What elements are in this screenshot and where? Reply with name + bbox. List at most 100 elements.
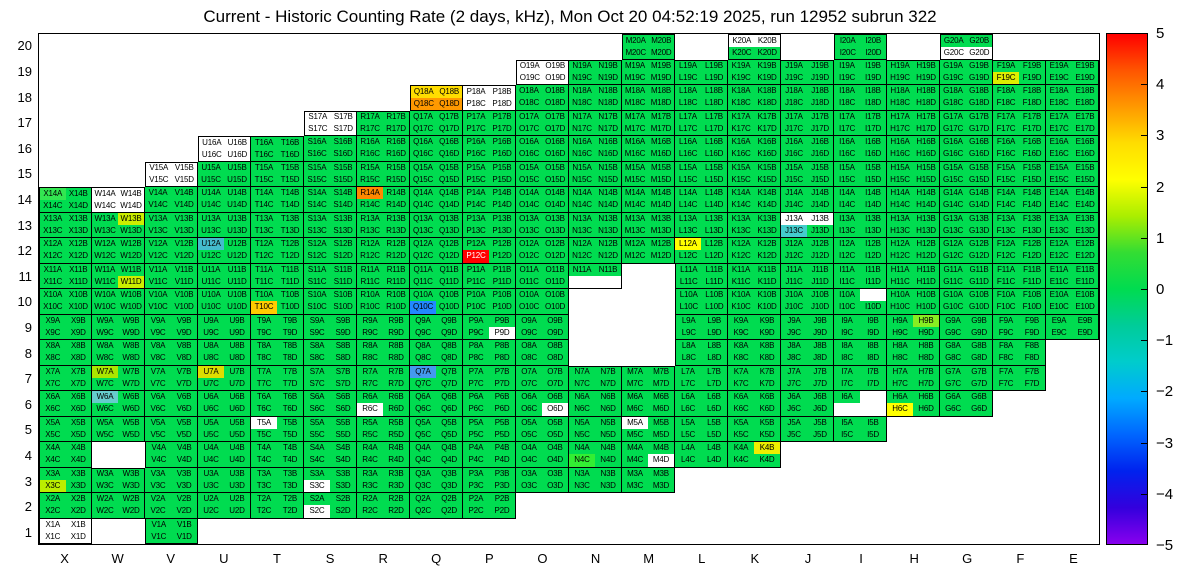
channel-T3D: T3D bbox=[277, 479, 303, 492]
detector-cell-X9: X9A X9B X9C X9D bbox=[39, 314, 92, 340]
channel-N5B: N5B bbox=[595, 416, 621, 429]
channel-L5C: L5C bbox=[675, 428, 701, 441]
channel-F18D: F18D bbox=[1019, 97, 1045, 110]
detector-cell-S20 bbox=[304, 34, 357, 60]
detector-cell-W17 bbox=[92, 110, 145, 136]
channel-V9B: V9B bbox=[171, 314, 197, 327]
detector-cell-W14: W14A W14B W14C W14D bbox=[92, 187, 145, 213]
channel-O3B: O3B bbox=[542, 467, 568, 480]
channel-X11C: X11C bbox=[40, 275, 66, 288]
channel-S5A: S5A bbox=[304, 416, 330, 429]
channel-K12D: K12D bbox=[754, 250, 780, 263]
detector-cell-E9: E9A E9B E9C E9D bbox=[1046, 314, 1099, 340]
channel-Q14C: Q14C bbox=[410, 199, 436, 212]
detector-cell-L6: L6A L6B L6C L6D bbox=[675, 391, 728, 417]
channel-L14C: L14C bbox=[675, 199, 701, 212]
channel-W2C: W2C bbox=[92, 505, 118, 518]
detector-cell-L2 bbox=[675, 493, 728, 519]
detector-cell-J9: J9A J9B J9C J9D bbox=[781, 314, 834, 340]
channel-H18D: H18D bbox=[913, 97, 939, 110]
channel-I13D: I13D bbox=[860, 224, 886, 237]
channel-R5A: R5A bbox=[357, 416, 383, 429]
detector-cell-W20 bbox=[92, 34, 145, 60]
colorbar-tickmark bbox=[1141, 33, 1148, 34]
detector-cell-M17: M17A M17B M17C M17D bbox=[622, 110, 675, 136]
y-axis-label-9: 9 bbox=[24, 319, 32, 335]
channel-R4B: R4B bbox=[383, 442, 409, 455]
channel-P8A: P8A bbox=[463, 340, 489, 353]
channel-J15A: J15A bbox=[781, 161, 807, 174]
detector-cell-H9: H9A H9B H9C H9D bbox=[887, 314, 940, 340]
channel-G18C: G18C bbox=[940, 97, 966, 110]
detector-cell-R19 bbox=[357, 59, 410, 85]
channel-W3D: W3D bbox=[118, 480, 144, 492]
detector-cell-T8: T8A T8B T8C T8D bbox=[251, 340, 304, 366]
channel-I9A: I9A bbox=[834, 314, 860, 327]
channel-T6C: T6C bbox=[251, 403, 277, 416]
channel-W2D: W2D bbox=[118, 505, 144, 518]
channel-R11C: R11C bbox=[357, 275, 383, 288]
detector-cell-V1: V1A V1B V1C V1D bbox=[145, 518, 198, 544]
channel-P12A: P12A bbox=[463, 238, 489, 251]
channel-V11B: V11B bbox=[171, 263, 197, 276]
channel-J8D: J8D bbox=[807, 352, 833, 365]
channel-S6B: S6B bbox=[330, 391, 356, 404]
channel-F14D: F14D bbox=[1019, 199, 1045, 212]
detector-cell-I16: I16A I16B I16C I16D bbox=[834, 136, 887, 162]
channel-G9A: G9A bbox=[940, 314, 966, 327]
channel-O17D: O17D bbox=[542, 122, 568, 135]
detector-cell-O1 bbox=[516, 518, 569, 544]
detector-cell-N1 bbox=[569, 518, 622, 544]
detector-cell-L1 bbox=[675, 518, 728, 544]
channel-Q8D: Q8D bbox=[436, 352, 462, 365]
channel-W13C: W13C bbox=[92, 224, 118, 237]
detector-cell-T4: T4A T4B T4C T4D bbox=[251, 442, 304, 468]
channel-G19A: G19A bbox=[940, 59, 966, 72]
channel-U7B: U7B bbox=[224, 365, 250, 378]
detector-cell-F16: F16A F16B F16C F16D bbox=[993, 136, 1046, 162]
detector-cell-L3 bbox=[675, 467, 728, 493]
channel-X2C: X2C bbox=[40, 505, 66, 518]
channel-U2D: U2D bbox=[224, 505, 250, 518]
detector-cell-G4 bbox=[940, 442, 993, 468]
detector-cell-E20 bbox=[1046, 34, 1099, 60]
channel-S10D: S10D bbox=[330, 301, 356, 314]
channel-P6C: P6C bbox=[463, 403, 489, 416]
detector-cell-X3: X3A X3B X3C X3D bbox=[39, 467, 92, 493]
detector-cell-U3: U3A U3B U3C U3D bbox=[198, 467, 251, 493]
channel-G17C: G17C bbox=[940, 122, 966, 135]
detector-cell-I1 bbox=[834, 518, 887, 544]
detector-cell-J17: J17A J17B J17C J17D bbox=[781, 110, 834, 136]
channel-F12D: F12D bbox=[1019, 250, 1045, 263]
detector-cell-F3 bbox=[993, 467, 1046, 493]
channel-E12C: E12C bbox=[1046, 250, 1072, 263]
detector-cell-R5: R5A R5B R5C R5D bbox=[357, 416, 410, 442]
channel-H19D: H19D bbox=[913, 72, 939, 84]
channel-U11B: U11B bbox=[224, 263, 250, 276]
channel-V4B: V4B bbox=[171, 442, 197, 455]
channel-K20A: K20A bbox=[729, 35, 755, 47]
channel-R5B: R5B bbox=[383, 416, 409, 429]
channel-O10D: O10D bbox=[542, 301, 568, 314]
detector-cell-S17: S17A S17B S17C S17D bbox=[304, 110, 357, 136]
channel-R13D: R13D bbox=[383, 224, 409, 237]
x-axis-label-T: T bbox=[272, 551, 281, 566]
channel-M7D: M7D bbox=[648, 378, 674, 390]
channel-Q12C: Q12C bbox=[410, 250, 436, 263]
channel-V2C: V2C bbox=[145, 505, 171, 518]
channel-N16D: N16D bbox=[595, 148, 621, 161]
detector-cell-G3 bbox=[940, 467, 993, 493]
channel-X11D: X11D bbox=[65, 275, 91, 288]
channel-R11B: R11B bbox=[383, 263, 409, 276]
channel-I10C: I10C bbox=[834, 301, 860, 314]
detector-cell-E15: E15A E15B E15C E15D bbox=[1046, 161, 1099, 187]
detector-cell-U18 bbox=[198, 85, 251, 111]
detector-cell-V4: V4A V4B V4C V4D bbox=[145, 442, 198, 468]
channel-T13B: T13B bbox=[277, 212, 303, 225]
detector-cell-H17: H17A H17B H17C H17D bbox=[887, 110, 940, 136]
channel-F15D: F15D bbox=[1019, 173, 1045, 186]
channel-O6D: O6D bbox=[542, 403, 568, 416]
channel-O10B: O10B bbox=[542, 289, 568, 302]
detector-cell-R7: R7A R7B R7C R7D bbox=[357, 365, 410, 391]
detector-cell-O7: O7A O7B O7C O7D bbox=[516, 365, 569, 391]
